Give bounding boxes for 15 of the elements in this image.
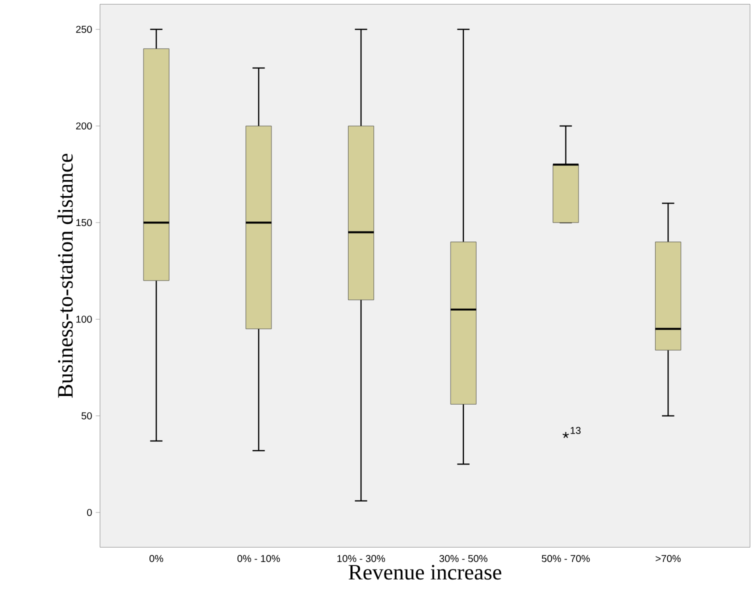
y-tick-label: 200 — [76, 122, 92, 130]
x-tick-label: 10% - 30% — [337, 554, 386, 562]
x-axis-title: Revenue increase — [348, 564, 502, 580]
x-tick-label: >70% — [656, 554, 681, 562]
y-tick-label: 100 — [76, 316, 92, 323]
annotation: 13 — [570, 426, 581, 434]
x-tick-label: 0% - 10% — [237, 554, 280, 562]
y-axis-title: Business-to-station distance — [57, 154, 73, 398]
y-tick-label: 0 — [87, 508, 92, 516]
x-tick-label: 30% - 50% — [439, 554, 488, 562]
x-tick-label: 0% — [149, 554, 164, 562]
y-tick-label: 150 — [76, 218, 92, 226]
y-tick-label: 50 — [82, 412, 92, 420]
y-tick-label: 250 — [76, 26, 92, 33]
x-tick-label: 50% - 70% — [542, 554, 590, 562]
